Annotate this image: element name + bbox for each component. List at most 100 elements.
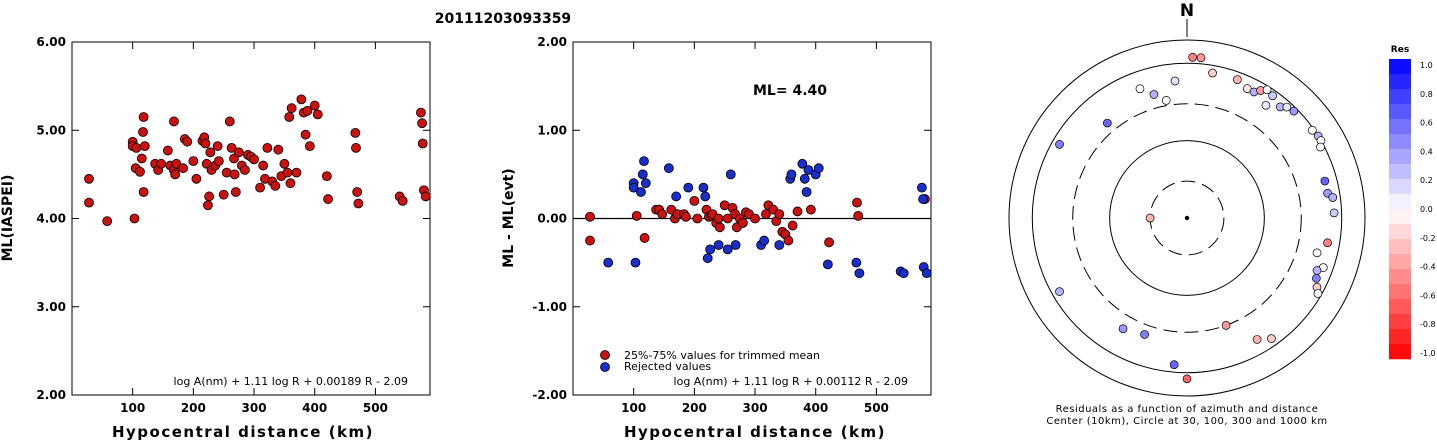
left-ytick-label: 3.00 xyxy=(36,300,66,314)
colorbar-cell xyxy=(1389,269,1411,285)
left-data-point xyxy=(258,160,269,171)
mid-ytick-label: -1.00 xyxy=(532,300,567,314)
north-label: N xyxy=(1180,1,1194,21)
mid-data-point xyxy=(805,204,816,215)
left-data-point xyxy=(270,180,281,191)
mid-data-point xyxy=(813,163,824,174)
polar-ring-1000km xyxy=(1031,62,1343,374)
mid-data-point xyxy=(918,194,929,204)
mid-xlabel: Hypocentral distance (km) xyxy=(624,423,886,441)
colorbar-cell xyxy=(1389,89,1411,105)
left-data-point xyxy=(156,158,167,169)
mid-data-point xyxy=(713,240,724,250)
mid-data-point xyxy=(698,182,709,193)
mid-xtick-label: 100 xyxy=(621,401,646,415)
left-data-point xyxy=(218,189,229,200)
left-data-point xyxy=(312,109,323,120)
mid-data-point xyxy=(787,220,798,231)
colorbar-cell xyxy=(1389,74,1411,90)
left-data-point xyxy=(162,145,173,156)
colorbar-cell xyxy=(1389,314,1411,330)
left-data-point xyxy=(397,195,408,206)
mid-x-ticks: 100 200 300 400 500 xyxy=(621,42,889,415)
colorbar-cell xyxy=(1389,209,1411,225)
left-data-point xyxy=(249,154,259,165)
colorbar-cell xyxy=(1389,299,1411,315)
polar-data-point xyxy=(1307,125,1317,135)
left-data-point xyxy=(304,141,315,152)
left-data-point xyxy=(170,169,181,180)
polar-data-point xyxy=(1118,324,1128,334)
left-y-ticks: 2.00 3.00 4.00 5.00 6.00 xyxy=(36,35,430,402)
left-data-point xyxy=(226,142,237,153)
left-data-point xyxy=(240,165,250,175)
left-data-point xyxy=(420,191,431,202)
polar-data-point xyxy=(1135,84,1145,94)
left-data-point xyxy=(296,94,307,105)
mid-data-point xyxy=(822,259,833,270)
left-data-point xyxy=(191,173,202,184)
mid-data-point xyxy=(636,187,646,197)
mid-data-point xyxy=(803,165,814,175)
mid-data-point xyxy=(692,213,703,224)
mid-xtick-label: 200 xyxy=(682,401,707,415)
polar-ring-300km xyxy=(1072,103,1302,333)
left-data-point xyxy=(262,142,273,153)
left-data-point xyxy=(286,103,297,114)
left-data-point xyxy=(169,116,179,127)
polar-data-point xyxy=(1055,140,1064,149)
mid-data-point xyxy=(916,182,927,193)
mid-ytick-label: 1.00 xyxy=(537,123,567,137)
left-data-point xyxy=(84,197,94,208)
left-data-point xyxy=(135,166,145,177)
mid-data-point xyxy=(761,209,771,219)
polar-data-point xyxy=(1208,68,1217,78)
legend-label-trimmed: 25%-75% values for trimmed mean xyxy=(624,349,820,362)
mid-data-point xyxy=(705,244,716,255)
polar-data-point xyxy=(1170,76,1180,86)
left-data-point xyxy=(178,163,188,174)
colorbar-cell xyxy=(1389,254,1411,270)
left-data-point xyxy=(285,178,296,189)
colorbar-cell xyxy=(1389,329,1411,345)
left-data-point xyxy=(291,167,302,178)
mid-data-point xyxy=(585,235,595,246)
colorbar-cell xyxy=(1389,149,1411,165)
colorbar-cell xyxy=(1389,224,1411,240)
polar-data-point xyxy=(1252,335,1262,344)
polar-data-point xyxy=(1320,176,1330,186)
polar-points xyxy=(1055,52,1339,384)
polar-caption-1: Residuals as a function of azimuth and d… xyxy=(1056,404,1319,415)
left-data-point xyxy=(279,158,290,169)
left-data-point xyxy=(230,187,241,197)
polar-data-point xyxy=(1221,321,1231,330)
mid-data-point xyxy=(714,222,725,233)
mid-data-point xyxy=(797,158,808,169)
left-xtick-label: 300 xyxy=(242,401,267,415)
left-points xyxy=(84,94,431,227)
mid-data-point xyxy=(854,268,865,279)
polar-caption-2: Center (10km), Circle at 30, 100, 300 an… xyxy=(1046,416,1327,427)
left-xtick-label: 200 xyxy=(181,401,206,415)
polar-ring-100km xyxy=(1109,140,1265,296)
mid-xtick-label: 300 xyxy=(743,401,768,415)
mid-data-point xyxy=(737,218,748,228)
left-ytick-label: 2.00 xyxy=(36,388,66,402)
left-xtick-label: 100 xyxy=(120,401,145,415)
mid-data-point xyxy=(700,191,711,202)
mid-ylabel: ML - ML(evt) xyxy=(501,168,517,267)
left-data-point xyxy=(300,129,311,140)
polar-center xyxy=(1184,215,1190,221)
left-xtick-label: 500 xyxy=(363,401,388,415)
left-data-point xyxy=(323,194,333,204)
mid-data-point xyxy=(585,211,595,222)
colorbar-tick-label: 0.6 xyxy=(1420,119,1433,128)
polar-data-point xyxy=(1055,287,1064,296)
polar-data-point xyxy=(1182,374,1192,384)
colorbar-cell xyxy=(1389,239,1411,255)
legend-label-rejected: Rejected values xyxy=(624,360,711,373)
mid-data-point xyxy=(680,211,691,222)
left-data-point xyxy=(282,167,293,178)
ml-annotation: ML= 4.40 xyxy=(753,83,827,99)
mid-data-point xyxy=(799,173,810,184)
